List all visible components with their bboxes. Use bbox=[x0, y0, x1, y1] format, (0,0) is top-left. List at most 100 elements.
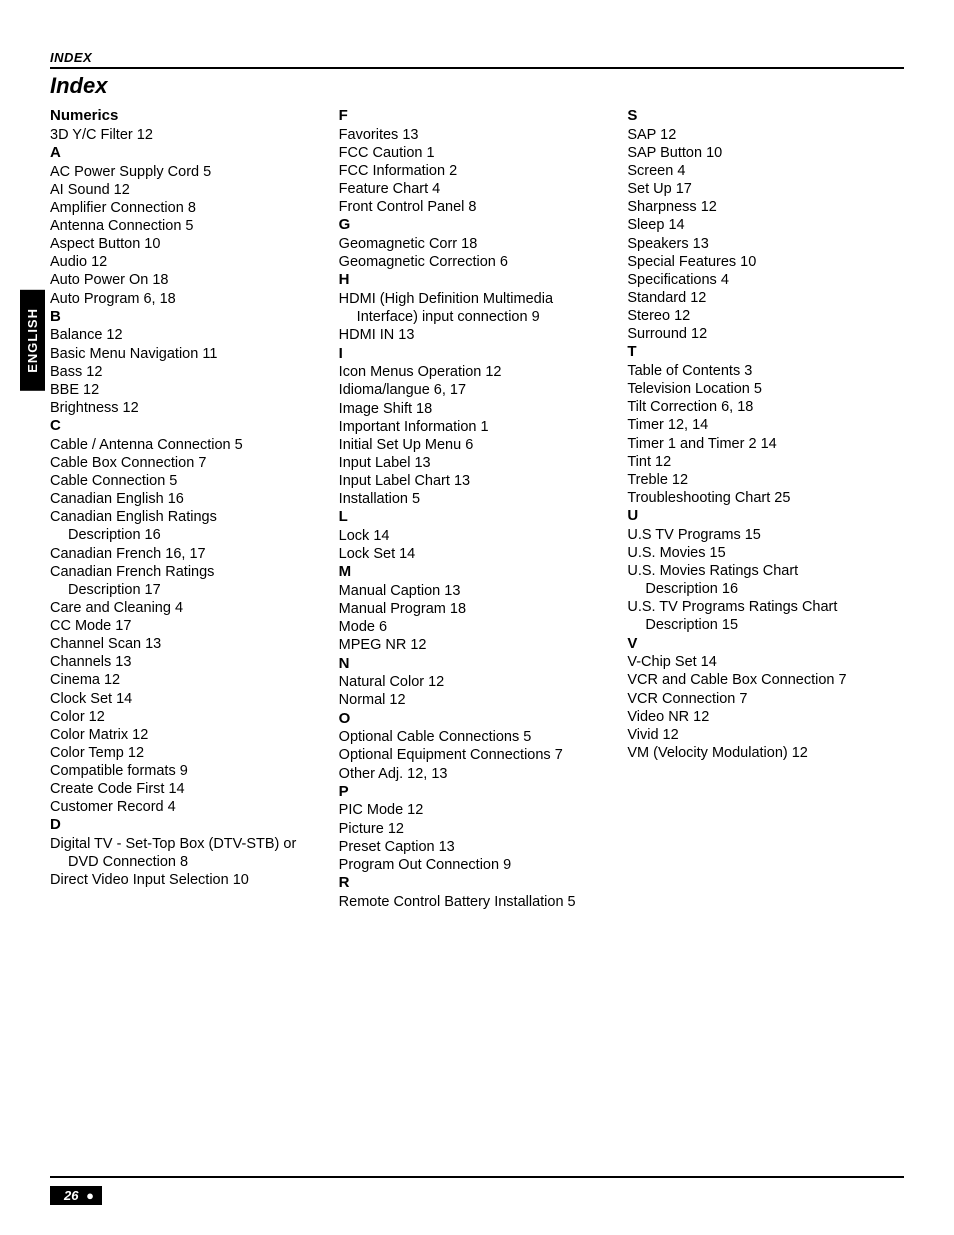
index-entry: Aspect Button 10 bbox=[50, 235, 327, 253]
index-entry: Auto Power On 18 bbox=[50, 271, 327, 289]
index-entry: U.S. TV Programs Ratings Chart bbox=[627, 598, 904, 616]
index-section-head: R bbox=[339, 874, 616, 893]
index-section-head: I bbox=[339, 345, 616, 364]
index-entry: Installation 5 bbox=[339, 490, 616, 508]
index-entry: Sharpness 12 bbox=[627, 198, 904, 216]
page-number-bullet: ● bbox=[86, 1188, 94, 1203]
index-entry: Cable / Antenna Connection 5 bbox=[50, 436, 327, 454]
index-entry: Special Features 10 bbox=[627, 253, 904, 271]
side-language-tab: ENGLISH bbox=[20, 290, 45, 391]
index-entry: Description 17 bbox=[50, 581, 327, 599]
index-entry: Customer Record 4 bbox=[50, 798, 327, 816]
index-entry: Care and Cleaning 4 bbox=[50, 599, 327, 617]
index-entry: Amplifier Connection 8 bbox=[50, 199, 327, 217]
index-section-head: H bbox=[339, 271, 616, 290]
index-entry: U.S TV Programs 15 bbox=[627, 526, 904, 544]
index-entry: PIC Mode 12 bbox=[339, 801, 616, 819]
index-entry: Create Code First 14 bbox=[50, 780, 327, 798]
index-column-2: FFavorites 13FCC Caution 1FCC Informatio… bbox=[339, 107, 616, 911]
index-entry: Description 15 bbox=[627, 616, 904, 634]
index-section-head: U bbox=[627, 507, 904, 526]
index-entry: 3D Y/C Filter 12 bbox=[50, 126, 327, 144]
page-title: Index bbox=[50, 73, 904, 99]
index-entry: VM (Velocity Modulation) 12 bbox=[627, 744, 904, 762]
index-entry: Stereo 12 bbox=[627, 307, 904, 325]
index-entry: Front Control Panel 8 bbox=[339, 198, 616, 216]
index-entry: Description 16 bbox=[627, 580, 904, 598]
index-entry: Color 12 bbox=[50, 708, 327, 726]
index-entry: Canadian English 16 bbox=[50, 490, 327, 508]
index-section-head: D bbox=[50, 816, 327, 835]
index-entry: Specifications 4 bbox=[627, 271, 904, 289]
index-entry: Canadian French Ratings bbox=[50, 563, 327, 581]
index-entry: Initial Set Up Menu 6 bbox=[339, 436, 616, 454]
index-entry: BBE 12 bbox=[50, 381, 327, 399]
index-section-head: O bbox=[339, 710, 616, 729]
index-entry: Compatible formats 9 bbox=[50, 762, 327, 780]
index-entry: SAP 12 bbox=[627, 126, 904, 144]
index-entry: Canadian French 16, 17 bbox=[50, 545, 327, 563]
index-entry: Timer 1 and Timer 2 14 bbox=[627, 435, 904, 453]
index-entry: Balance 12 bbox=[50, 326, 327, 344]
index-entry: Geomagnetic Correction 6 bbox=[339, 253, 616, 271]
index-entry: U.S. Movies 15 bbox=[627, 544, 904, 562]
page-container: ENGLISH INDEX Index Numerics3D Y/C Filte… bbox=[0, 0, 954, 1235]
index-entry: Vivid 12 bbox=[627, 726, 904, 744]
index-entry: Favorites 13 bbox=[339, 126, 616, 144]
index-entry: Television Location 5 bbox=[627, 380, 904, 398]
index-entry: Other Adj. 12, 13 bbox=[339, 765, 616, 783]
index-entry: Timer 12, 14 bbox=[627, 416, 904, 434]
index-entry: Video NR 12 bbox=[627, 708, 904, 726]
index-entry: Interface) input connection 9 bbox=[339, 308, 616, 326]
index-entry: Color Matrix 12 bbox=[50, 726, 327, 744]
index-entry: MPEG NR 12 bbox=[339, 636, 616, 654]
index-section-head: C bbox=[50, 417, 327, 436]
index-entry: Antenna Connection 5 bbox=[50, 217, 327, 235]
index-entry: Canadian English Ratings bbox=[50, 508, 327, 526]
index-section-head: L bbox=[339, 508, 616, 527]
index-entry: Digital TV - Set-Top Box (DTV-STB) or bbox=[50, 835, 327, 853]
index-entry: Screen 4 bbox=[627, 162, 904, 180]
index-entry: Geomagnetic Corr 18 bbox=[339, 235, 616, 253]
index-entry: Remote Control Battery Installation 5 bbox=[339, 893, 616, 911]
index-entry: Surround 12 bbox=[627, 325, 904, 343]
index-entry: Idioma/langue 6, 17 bbox=[339, 381, 616, 399]
index-section-head: A bbox=[50, 144, 327, 163]
index-entry: Cinema 12 bbox=[50, 671, 327, 689]
index-entry: Icon Menus Operation 12 bbox=[339, 363, 616, 381]
index-section-head: B bbox=[50, 308, 327, 327]
index-entry: Image Shift 18 bbox=[339, 400, 616, 418]
index-entry: Tint 12 bbox=[627, 453, 904, 471]
index-entry: Optional Cable Connections 5 bbox=[339, 728, 616, 746]
index-entry: Program Out Connection 9 bbox=[339, 856, 616, 874]
index-entry: HDMI (High Definition Multimedia bbox=[339, 290, 616, 308]
index-entry: Bass 12 bbox=[50, 363, 327, 381]
index-entry: Color Temp 12 bbox=[50, 744, 327, 762]
index-entry: FCC Caution 1 bbox=[339, 144, 616, 162]
index-entry: DVD Connection 8 bbox=[50, 853, 327, 871]
index-entry: CC Mode 17 bbox=[50, 617, 327, 635]
index-section-head: T bbox=[627, 343, 904, 362]
index-entry: Audio 12 bbox=[50, 253, 327, 271]
index-column-3: SSAP 12SAP Button 10Screen 4Set Up 17Sha… bbox=[627, 107, 904, 911]
index-entry: Lock Set 14 bbox=[339, 545, 616, 563]
index-section-head: G bbox=[339, 216, 616, 235]
index-entry: Channels 13 bbox=[50, 653, 327, 671]
index-section-head: P bbox=[339, 783, 616, 802]
footer-rule bbox=[50, 1176, 904, 1178]
index-section-head: Numerics bbox=[50, 107, 327, 126]
index-entry: Mode 6 bbox=[339, 618, 616, 636]
index-entry: Description 16 bbox=[50, 526, 327, 544]
index-section-head: M bbox=[339, 563, 616, 582]
index-entry: Channel Scan 13 bbox=[50, 635, 327, 653]
index-section-head: F bbox=[339, 107, 616, 126]
page-number-value: 26 bbox=[64, 1188, 78, 1203]
index-entry: Treble 12 bbox=[627, 471, 904, 489]
header-eyebrow: INDEX bbox=[50, 50, 904, 65]
index-entry: Clock Set 14 bbox=[50, 690, 327, 708]
index-entry: Manual Program 18 bbox=[339, 600, 616, 618]
index-entry: Important Information 1 bbox=[339, 418, 616, 436]
index-entry: Direct Video Input Selection 10 bbox=[50, 871, 327, 889]
index-entry: Table of Contents 3 bbox=[627, 362, 904, 380]
index-entry: Optional Equipment Connections 7 bbox=[339, 746, 616, 764]
